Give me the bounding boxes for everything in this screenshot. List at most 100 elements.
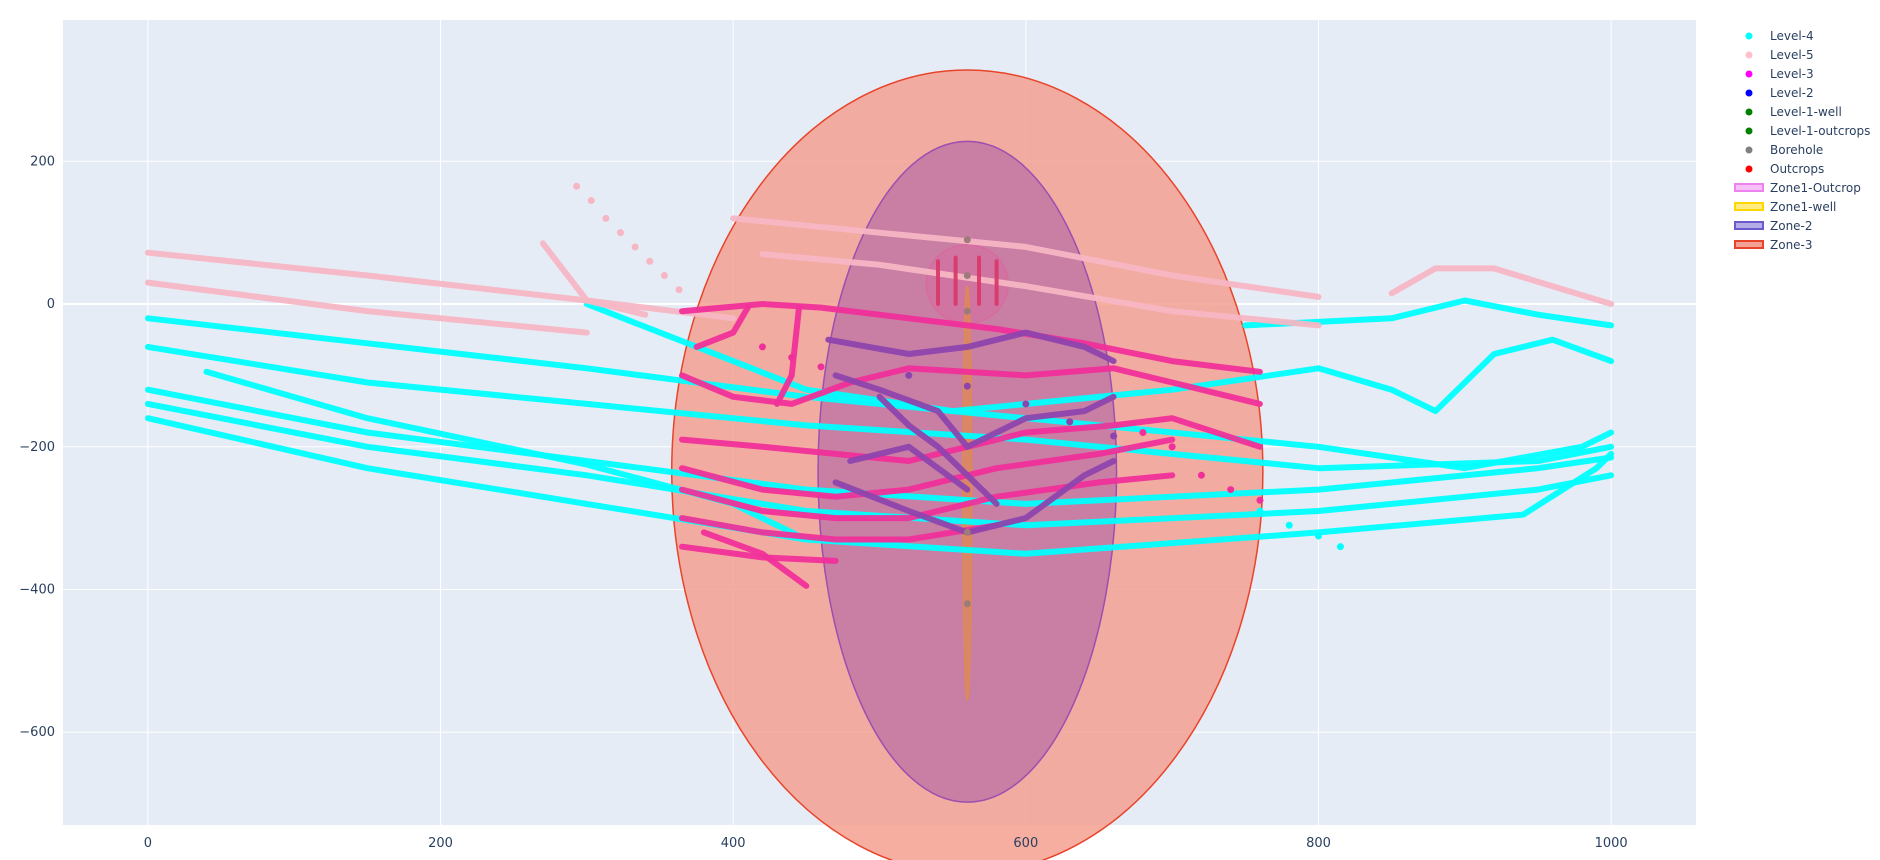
data-point-level-4-32-1 <box>1285 521 1293 529</box>
y-tick-label-1: −400 <box>19 582 55 597</box>
data-point-level-5-14-3 <box>617 229 625 237</box>
data-point-level-4-32-2 <box>1314 532 1322 540</box>
series-line-level-2-27 <box>832 458 1117 536</box>
legend-item-level-2[interactable]: Level-2 <box>1745 86 1814 100</box>
data-point-level-3-31-7 <box>1256 496 1264 504</box>
series-line-level-5-9 <box>144 279 590 336</box>
data-point-level-4-32-0 <box>1256 507 1264 515</box>
legend-label-level-5: Level-5 <box>1770 48 1814 62</box>
legend-label-outcrops: Outcrops <box>1770 162 1824 176</box>
series-line-level-2-28 <box>847 443 971 493</box>
legend-label-zone1-well: Zone1-well <box>1770 200 1836 214</box>
series-line-level-5-10 <box>539 240 649 318</box>
series-line-level-4-2 <box>144 386 1615 507</box>
series-line-level-3-23 <box>774 304 802 407</box>
data-point-level-2-30-0 <box>905 371 913 379</box>
series-line-level-3-16 <box>679 365 1263 407</box>
data-point-level-3-31-6 <box>1227 486 1235 494</box>
legend-marker-outcrops <box>1745 165 1753 173</box>
data-point-level-3-31-1 <box>788 354 796 362</box>
data-point-level-3-31-4 <box>1168 443 1176 451</box>
legend-item-zone-2[interactable]: Zone-2 <box>1734 219 1813 233</box>
legend-item-borehole[interactable]: Borehole <box>1745 143 1824 157</box>
series-line-level-5-13 <box>1388 265 1615 307</box>
legend-label-level-1-outcrops: Level-1-outcrops <box>1770 124 1870 138</box>
series-line-level-5-12 <box>759 251 1322 329</box>
data-point-level-5-14-1 <box>587 197 595 205</box>
data-point-level-5-14-7 <box>675 286 683 294</box>
legend-label-level-3: Level-3 <box>1770 67 1814 81</box>
legend-label-zone-2: Zone-2 <box>1770 219 1813 233</box>
series-line-level-4-4 <box>144 415 1615 557</box>
x-tick-label-4: 800 <box>1306 836 1331 851</box>
legend-marker-level-1-outcrops <box>1745 127 1753 135</box>
legend-item-zone-3[interactable]: Zone-3 <box>1734 238 1813 252</box>
legend-label-level-1-well: Level-1-well <box>1770 105 1842 119</box>
x-tick-label-2: 400 <box>721 836 746 851</box>
data-point-level-3-31-0 <box>758 343 766 351</box>
data-point-level-4-32-3 <box>1336 543 1344 551</box>
series-line-level-3-20 <box>679 515 1000 543</box>
legend: Level-4 Level-5 Level-3 Level-2 Level-1-well… <box>1734 29 1871 252</box>
zone-zone1-well-3 <box>962 285 973 701</box>
data-point-level-2-30-3 <box>1066 418 1074 426</box>
data-point-level-2-30-4 <box>1110 432 1118 440</box>
legend-item-outcrops[interactable]: Outcrops <box>1745 162 1825 176</box>
y-tick-label-0: −600 <box>19 725 55 740</box>
series-line-level-3-22 <box>700 529 810 589</box>
legend-label-level-4: Level-4 <box>1770 29 1814 43</box>
legend-item-level-3[interactable]: Level-3 <box>1745 67 1814 81</box>
series-line-level-5-11 <box>730 215 1322 300</box>
legend-label-level-2: Level-2 <box>1770 86 1814 100</box>
legend-item-zone1-outcrop[interactable]: Zone1-Outcrop <box>1734 181 1861 195</box>
legend-label-zone1-outcrop: Zone1-Outcrop <box>1770 181 1861 195</box>
data-point-level-5-14-4 <box>631 243 639 251</box>
data-point-level-5-14-0 <box>573 182 581 190</box>
legend-item-level-5[interactable]: Level-5 <box>1745 48 1814 62</box>
y-axis-ticks: −600 −400 −200 0 200 <box>19 154 55 740</box>
data-point-borehole-33-3 <box>963 528 971 536</box>
series-line-level-2-26 <box>832 372 1117 450</box>
legend-swatch-zone-2 <box>1734 221 1764 230</box>
y-tick-label-4: 200 <box>30 154 55 169</box>
data-point-level-5-14-5 <box>646 257 654 265</box>
series-line-level-4-5 <box>203 368 810 543</box>
series-line-level-2-29 <box>876 393 1000 507</box>
legend-item-level-4[interactable]: Level-4 <box>1745 29 1814 43</box>
x-tick-label-5: 1000 <box>1595 836 1628 851</box>
legend-swatch-zone1-outcrop <box>1734 183 1764 192</box>
y-tick-label-3: 0 <box>47 297 55 312</box>
legend-swatch-zone-3 <box>1734 240 1764 249</box>
legend-item-level-1-outcrops[interactable]: Level-1-outcrops <box>1745 124 1871 138</box>
data-point-level-2-30-2 <box>1022 400 1030 408</box>
y-tick-label-2: −200 <box>19 440 55 455</box>
legend-swatch-zone1-well <box>1734 202 1764 211</box>
series-line-level-4-6 <box>583 301 1615 415</box>
series <box>144 182 1615 608</box>
zones <box>671 69 1264 860</box>
series-line-level-3-15 <box>679 301 1263 375</box>
legend-item-level-1-well[interactable]: Level-1-well <box>1745 105 1842 119</box>
series-line-level-3-18 <box>679 436 1176 500</box>
data-point-level-5-14-2 <box>602 214 610 222</box>
x-tick-label-0: 0 <box>144 836 152 851</box>
legend-marker-level-3 <box>1745 70 1753 78</box>
data-point-borehole-33-1 <box>963 271 971 279</box>
data-point-borehole-33-4 <box>963 600 971 608</box>
legend-marker-level-1-well <box>1745 108 1753 116</box>
data-point-level-5-14-6 <box>660 271 668 279</box>
data-point-level-2-30-1 <box>963 382 971 390</box>
legend-marker-level-5 <box>1745 51 1753 59</box>
legend-label-zone-3: Zone-3 <box>1770 238 1813 252</box>
series-line-level-3-24 <box>693 304 751 350</box>
data-point-borehole-33-2 <box>963 307 971 315</box>
data-point-level-3-31-2 <box>817 363 825 371</box>
x-axis-ticks: 0 200 400 600 800 1000 <box>144 836 1628 851</box>
legend-label-borehole: Borehole <box>1770 143 1823 157</box>
legend-item-zone1-well[interactable]: Zone1-well <box>1734 200 1836 214</box>
data-point-level-3-31-5 <box>1197 471 1205 479</box>
legend-marker-level-4 <box>1745 32 1753 40</box>
legend-marker-level-2 <box>1745 89 1753 97</box>
x-tick-label-1: 200 <box>428 836 453 851</box>
